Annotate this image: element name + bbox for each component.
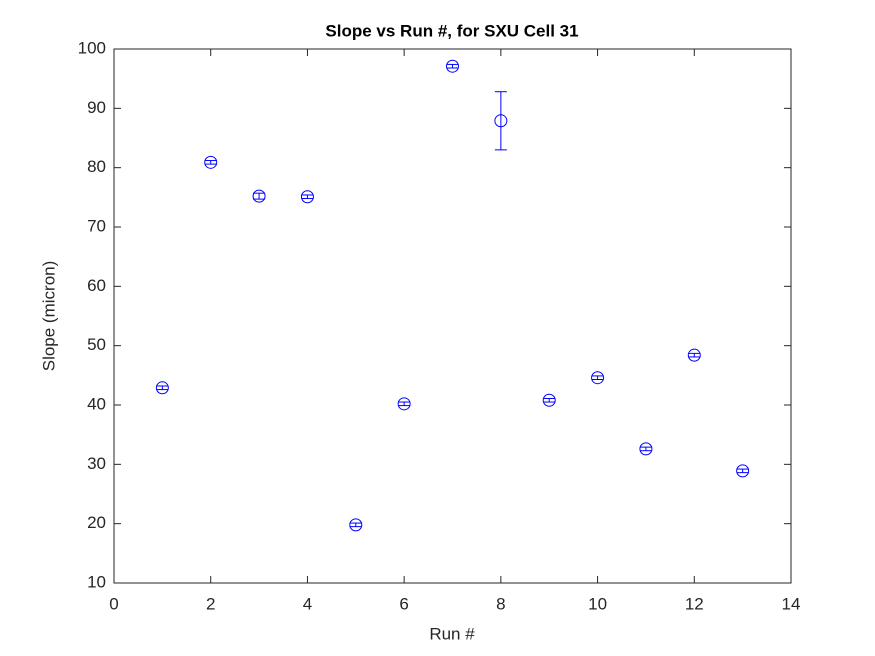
error-bar xyxy=(688,352,701,358)
point xyxy=(300,190,314,204)
x-tick-label: 4 xyxy=(303,594,312,613)
x-tick-label: 8 xyxy=(496,594,505,613)
plot-area xyxy=(113,48,792,584)
point xyxy=(736,464,750,478)
point xyxy=(494,114,508,128)
y-tick-label: 70 xyxy=(87,216,106,235)
error-bar xyxy=(494,91,507,151)
point xyxy=(397,397,411,411)
point xyxy=(542,393,556,407)
y-tick-label: 100 xyxy=(78,38,106,57)
error-bar xyxy=(253,192,266,200)
y-tick-label: 30 xyxy=(87,454,106,473)
y-axis-label: Slope (micron) xyxy=(39,261,58,372)
point xyxy=(591,371,605,385)
y-tick-label: 80 xyxy=(87,157,106,176)
point xyxy=(687,348,701,362)
error-bar xyxy=(639,446,652,452)
error-bar xyxy=(398,401,411,407)
x-tick-label: 12 xyxy=(685,594,704,613)
error-bar xyxy=(591,375,604,380)
error-bar xyxy=(349,522,362,528)
point xyxy=(252,189,266,203)
x-tick-label: 10 xyxy=(588,594,607,613)
point xyxy=(349,518,363,532)
x-tick-label: 6 xyxy=(399,594,408,613)
y-tick-label: 40 xyxy=(87,394,106,413)
x-tick-label: 2 xyxy=(206,594,215,613)
point xyxy=(639,442,653,456)
error-bar xyxy=(446,63,459,69)
x-tick-label: 14 xyxy=(782,594,801,613)
error-bar xyxy=(736,468,749,474)
error-bar xyxy=(204,160,217,165)
error-bar xyxy=(156,385,169,391)
x-axis-label: Run # xyxy=(429,624,475,643)
x-tick-label: 0 xyxy=(109,594,118,613)
y-tick-label: 10 xyxy=(87,572,106,591)
y-tick-label: 90 xyxy=(87,98,106,117)
y-tick-label: 60 xyxy=(87,276,106,295)
error-bar xyxy=(301,194,314,200)
chart-title: Slope vs Run #, for SXU Cell 31 xyxy=(325,21,578,40)
point xyxy=(446,59,459,73)
point xyxy=(204,155,218,169)
y-tick-label: 50 xyxy=(87,335,106,354)
error-bar xyxy=(543,397,556,403)
point xyxy=(155,381,169,395)
y-tick-label: 20 xyxy=(87,513,106,532)
